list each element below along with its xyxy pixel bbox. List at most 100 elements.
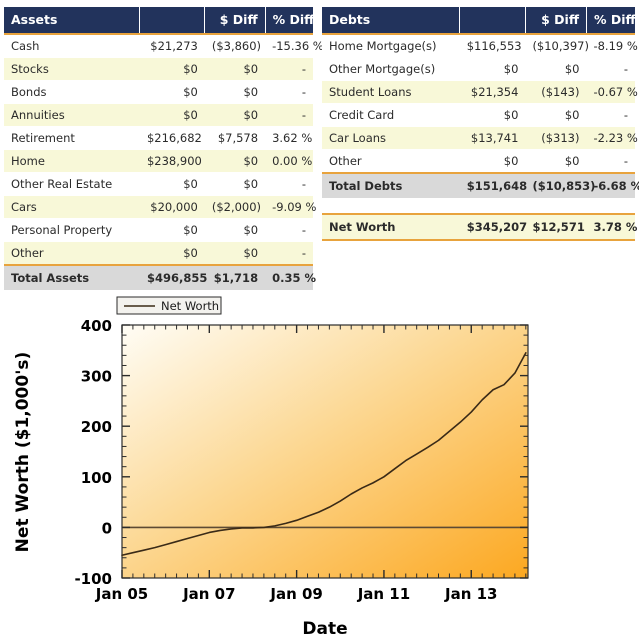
assets-header-dollar-diff: $ Diff (204, 7, 266, 35)
row-value: $216,682 (139, 126, 205, 150)
row-percent-diff: - (265, 172, 313, 196)
row-dollar-diff: ($10,397) (525, 34, 589, 58)
row-value: $21,354 (459, 80, 526, 104)
table-row[interactable]: Retirement $216,682 $7,578 3.62 % (4, 126, 313, 150)
row-dollar-diff: $0 (204, 218, 266, 242)
table-row[interactable]: Cars $20,000 ($2,000) -9.09 % (4, 195, 316, 219)
assets-header-name: Assets (4, 7, 141, 35)
y-tick-label: 300 (81, 368, 112, 386)
y-tick-label: -100 (74, 570, 112, 588)
debts-header-dollar-diff: $ Diff (525, 7, 587, 35)
table-row[interactable]: Other $0 $0- (4, 241, 313, 266)
table-row[interactable]: Other Mortgage(s) $0 $0- (322, 57, 635, 81)
row-percent-diff: - (586, 57, 635, 81)
row-label: Student Loans (322, 80, 460, 104)
row-label: Home (4, 149, 140, 173)
y-tick-label: 100 (81, 469, 112, 487)
plot-area-background (121, 324, 529, 579)
row-label: Other Real Estate (4, 172, 140, 196)
row-percent-diff: 0.00 % (265, 149, 313, 173)
debts-table-header-row: Debts $ Diff % Diff (322, 7, 636, 35)
row-value: $0 (139, 172, 205, 196)
row-percent-diff: -15.36 % (265, 34, 324, 58)
row-dollar-diff: $0 (525, 57, 587, 81)
row-percent-diff: -9.09 % (265, 195, 316, 219)
table-row[interactable]: Credit Card $0 $0- (322, 103, 635, 127)
total-label: Total Assets (4, 264, 140, 291)
net-worth-line-series (121, 352, 527, 557)
table-row[interactable]: Home Mortgage(s) $116,553 ($10,397) -8.19 % (322, 34, 638, 58)
assets-table: Assets $ Diff % Diff Cash $21,273 ($3,860)… (4, 7, 324, 291)
x-tick-label: Jan 11 (357, 585, 410, 603)
row-percent-diff: -8.19 % (586, 34, 638, 58)
assets-header-percent-diff: % Diff (265, 7, 314, 35)
row-label: Personal Property (4, 218, 140, 242)
row-label: Stocks (4, 57, 140, 81)
assets-table-header-row: Assets $ Diff % Diff (4, 7, 314, 35)
row-dollar-diff: $0 (204, 241, 266, 266)
row-percent-diff: - (265, 241, 313, 266)
x-axis-ticks (121, 325, 527, 578)
row-label: Retirement (4, 126, 140, 150)
row-label: Other (4, 241, 140, 266)
total-dollar-diff: $1,718 (204, 264, 266, 291)
row-dollar-diff: ($313) (525, 126, 587, 150)
row-percent-diff: - (265, 103, 313, 127)
total-label: Total Debts (322, 172, 460, 199)
row-value: $21,273 (139, 34, 205, 58)
row-percent-diff: -0.67 % (586, 80, 638, 104)
table-row[interactable]: Home $238,900 $0 0.00 % (4, 149, 313, 173)
table-row[interactable]: Cash $21,273 ($3,860) -15.36 % (4, 34, 324, 58)
debts-header-value (459, 7, 526, 35)
table-row[interactable]: Annuities $0 $0- (4, 103, 313, 127)
row-label: Home Mortgage(s) (322, 34, 460, 58)
row-dollar-diff: ($3,860) (204, 34, 266, 58)
table-row[interactable]: Stocks $0 $0- (4, 57, 313, 81)
row-dollar-diff: $0 (204, 149, 266, 173)
row-dollar-diff: $0 (204, 172, 266, 196)
row-label: Credit Card (322, 103, 460, 127)
row-dollar-diff: $0 (204, 80, 266, 104)
table-row[interactable]: Car Loans $13,741 ($313) -2.23 % (322, 126, 638, 150)
chart-legend[interactable]: Net Worth (116, 296, 222, 315)
table-row[interactable]: Student Loans $21,354 ($143) -0.67 % (322, 80, 638, 104)
total-value: $496,855 (139, 264, 207, 291)
row-value: $0 (139, 103, 205, 127)
total-debts-row: Total Debts $151,648 ($10,853) -6.68 % (322, 172, 639, 199)
total-value: $151,648 (459, 172, 527, 199)
row-value: $0 (139, 80, 205, 104)
total-dollar-diff: ($10,853) (525, 172, 595, 199)
debts-table-body: Home Mortgage(s) $116,553 ($10,397) -8.19 %… (322, 34, 639, 241)
row-label: Cars (4, 195, 140, 219)
row-value: $0 (459, 57, 526, 81)
row-value: $0 (139, 218, 205, 242)
net-worth-chart: 400 300 200 100 0 -100 Jan 05 Jan 07 Jan 09 Jan … (0, 296, 639, 640)
y-axis-tick-labels: 400 300 200 100 0 -100 (74, 317, 112, 588)
table-row[interactable]: Other $0 $0- (322, 149, 635, 174)
table-row[interactable]: Personal Property $0 $0- (4, 218, 313, 242)
table-spacer-row (322, 198, 635, 214)
net-worth-row: Net Worth $345,207 $12,571 3.78 % (322, 213, 637, 241)
y-axis-ticks (122, 324, 528, 579)
row-value: $0 (139, 241, 205, 266)
net-worth-dollar-diff: $12,571 (525, 213, 587, 241)
row-percent-diff: - (586, 103, 635, 127)
row-dollar-diff: $0 (525, 103, 587, 127)
row-value: $0 (139, 57, 205, 81)
row-value: $116,553 (459, 34, 526, 58)
row-percent-diff: 3.62 % (265, 126, 313, 150)
total-assets-row: Total Assets $496,855 $1,718 0.35 % (4, 264, 316, 291)
x-axis-tick-labels: Jan 05 Jan 07 Jan 09 Jan 11 Jan 13 (95, 585, 498, 603)
row-dollar-diff: ($2,000) (204, 195, 266, 219)
table-row[interactable]: Bonds $0 $0- (4, 80, 313, 104)
debts-table: Debts $ Diff % Diff Home Mortgage(s) $116… (322, 7, 639, 241)
row-label: Other Mortgage(s) (322, 57, 460, 81)
x-tick-label: Jan 09 (269, 585, 322, 603)
row-label: Car Loans (322, 126, 460, 150)
row-percent-diff: - (265, 80, 313, 104)
row-label: Annuities (4, 103, 140, 127)
row-value: $20,000 (139, 195, 205, 219)
x-tick-label: Jan 05 (95, 585, 148, 603)
table-row[interactable]: Other Real Estate $0 $0- (4, 172, 313, 196)
